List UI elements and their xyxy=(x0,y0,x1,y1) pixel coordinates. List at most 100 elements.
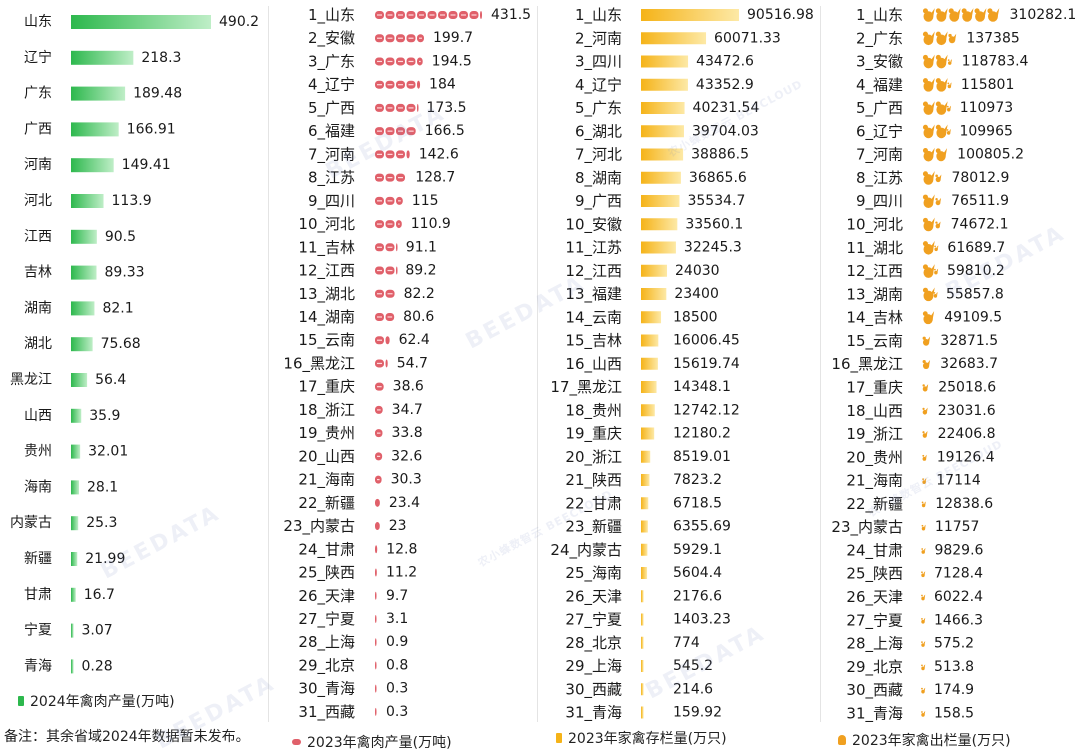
meat-icon xyxy=(396,11,405,19)
value-label: 128.7 xyxy=(415,170,455,186)
bar xyxy=(641,125,684,138)
meat-icon xyxy=(375,591,377,600)
meat-icon xyxy=(417,34,424,43)
chicken-icon xyxy=(921,548,926,554)
category-label: 3_安徽 xyxy=(856,53,903,72)
value-label: 74672.1 xyxy=(951,217,1009,233)
category-label: 10_河北 xyxy=(298,215,355,234)
meat-icon xyxy=(385,220,395,229)
category-label: 11_吉林 xyxy=(298,238,355,257)
meat-icon xyxy=(406,57,416,66)
category-label: 23_内蒙古 xyxy=(283,517,355,536)
category-label: 13_湖北 xyxy=(298,285,355,304)
meat-icon xyxy=(406,150,410,159)
bar xyxy=(641,148,684,161)
value-label: 32871.5 xyxy=(940,333,998,349)
meat-icon xyxy=(375,429,383,438)
legend-swatch-green xyxy=(18,696,24,706)
category-label: 海南 xyxy=(24,479,52,495)
meat-icon xyxy=(385,359,388,368)
value-label: 218.3 xyxy=(141,50,181,66)
value-label: 12180.2 xyxy=(673,426,731,442)
value-label: 110973 xyxy=(960,100,1013,116)
meat-icon xyxy=(375,638,377,647)
value-label: 158.5 xyxy=(934,705,974,721)
value-label: 166.91 xyxy=(127,121,176,137)
value-label: 100805.2 xyxy=(957,147,1024,163)
category-label: 21_陕西 xyxy=(565,471,622,490)
value-label: 110.9 xyxy=(411,216,451,232)
value-label: 38.6 xyxy=(393,379,424,395)
meat-icon xyxy=(375,522,380,531)
meat-icon xyxy=(396,220,402,229)
category-label: 4_辽宁 xyxy=(575,76,622,95)
meat-icon xyxy=(385,336,390,345)
category-label: 18_贵州 xyxy=(565,401,622,420)
value-label: 21.99 xyxy=(85,551,125,567)
category-label: 22_甘肃 xyxy=(565,494,622,513)
category-label: 31_西藏 xyxy=(298,703,355,722)
legend-swatch-chicken-icon xyxy=(838,735,846,745)
bar xyxy=(641,474,650,486)
category-label: 江西 xyxy=(24,229,52,245)
value-label: 35.9 xyxy=(89,408,120,424)
meat-icon xyxy=(375,614,377,623)
category-label: 15_云南 xyxy=(298,331,355,350)
bar xyxy=(71,158,114,173)
category-label: 宁夏 xyxy=(24,622,52,639)
chicken-icon xyxy=(921,524,926,531)
bar xyxy=(641,334,659,347)
chicken-icon xyxy=(921,687,926,694)
category-label: 甘肃 xyxy=(24,587,52,603)
legend-2023-output: 2023年家禽出栏量(万只) xyxy=(838,730,1011,750)
meat-icon xyxy=(385,80,395,89)
category-label: 17_重庆 xyxy=(298,378,355,397)
value-label: 43472.6 xyxy=(696,54,754,70)
category-label: 湖南 xyxy=(24,300,52,316)
category-label: 4_辽宁 xyxy=(308,76,355,95)
legend-2024-meat: 2024年禽肉产量(万吨) xyxy=(18,691,175,711)
chicken-icon xyxy=(935,197,942,206)
bar xyxy=(641,706,644,719)
value-label: 3.07 xyxy=(82,623,113,639)
category-label: 29_北京 xyxy=(298,656,355,675)
value-label: 49109.5 xyxy=(944,310,1002,326)
category-label: 18_浙江 xyxy=(298,401,355,420)
bar xyxy=(641,567,648,579)
meat-icon xyxy=(396,127,405,136)
meat-icon xyxy=(427,11,437,19)
category-label: 27_宁夏 xyxy=(298,610,355,629)
category-label: 19_重庆 xyxy=(565,425,622,444)
meat-icon xyxy=(375,127,384,136)
value-label: 545.2 xyxy=(673,658,713,674)
chicken-icon xyxy=(922,31,935,46)
meat-icon xyxy=(375,173,384,182)
category-label: 4_福建 xyxy=(856,76,903,95)
category-label: 15_云南 xyxy=(846,332,903,351)
value-label: 82.1 xyxy=(102,300,133,316)
value-label: 89.2 xyxy=(405,263,436,279)
chicken-icon xyxy=(922,336,931,346)
chicken-icon xyxy=(935,8,948,22)
meat-icon xyxy=(406,34,416,43)
meat-icon xyxy=(385,34,395,43)
category-label: 10_安徽 xyxy=(565,215,622,234)
chicken-icon xyxy=(947,59,952,65)
value-label: 25018.6 xyxy=(938,379,996,395)
legend-swatch-meat-icon xyxy=(292,739,301,745)
category-label: 12_江西 xyxy=(565,262,622,281)
category-label: 15_吉林 xyxy=(565,332,622,351)
meat-icon xyxy=(375,312,384,321)
category-label: 7_河北 xyxy=(575,146,622,165)
category-label: 27_宁夏 xyxy=(846,611,903,630)
bar xyxy=(641,311,662,324)
category-label: 30_青海 xyxy=(298,680,355,699)
value-label: 28.1 xyxy=(87,479,118,495)
meat-icon xyxy=(385,243,395,252)
category-label: 山西 xyxy=(24,408,52,424)
legend-2023-stock: 2023年家禽存栏量(万只) xyxy=(556,728,727,748)
bar xyxy=(71,301,95,316)
value-label: 16.7 xyxy=(84,587,115,603)
category-label: 3_四川 xyxy=(575,53,622,72)
category-label: 21_海南 xyxy=(846,472,903,491)
